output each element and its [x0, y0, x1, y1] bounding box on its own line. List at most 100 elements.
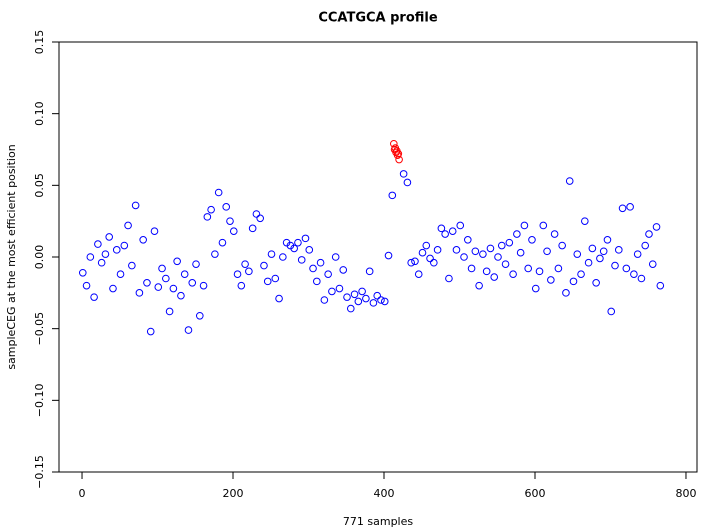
point	[486, 244, 495, 253]
point	[596, 254, 604, 263]
point	[94, 240, 102, 248]
point	[603, 236, 612, 244]
point	[263, 277, 272, 286]
point	[146, 327, 155, 336]
point	[150, 227, 159, 235]
point	[275, 294, 283, 303]
point	[490, 273, 499, 281]
point	[177, 291, 185, 300]
point	[584, 258, 593, 267]
point	[395, 155, 403, 164]
point	[116, 270, 125, 279]
point	[464, 236, 472, 244]
point	[109, 284, 117, 293]
point	[448, 227, 457, 235]
y-axis-label: sampleCEG at the most efficient position	[5, 144, 18, 369]
point	[618, 204, 627, 213]
point	[384, 251, 393, 260]
point	[433, 246, 442, 254]
point	[82, 281, 91, 290]
point	[531, 284, 540, 293]
point	[346, 304, 355, 313]
point	[441, 230, 449, 238]
point	[581, 217, 589, 225]
point	[554, 264, 563, 273]
point	[245, 267, 253, 276]
point	[320, 296, 329, 304]
point	[445, 274, 453, 283]
point	[588, 244, 597, 253]
point	[656, 281, 665, 290]
x-tick-label: 400	[374, 487, 395, 500]
point	[279, 253, 287, 261]
point	[479, 250, 487, 258]
point	[350, 290, 359, 299]
point	[252, 210, 261, 218]
point	[207, 205, 215, 214]
point	[362, 294, 370, 303]
point	[607, 307, 616, 316]
point	[614, 246, 623, 254]
x-axis-label: 771 samples	[343, 515, 413, 528]
point	[226, 217, 234, 225]
point	[139, 236, 147, 244]
point	[324, 270, 332, 279]
point	[290, 244, 298, 253]
point	[471, 247, 480, 256]
point	[97, 258, 106, 267]
point	[547, 276, 555, 284]
point	[520, 221, 529, 230]
point	[271, 274, 280, 283]
point	[256, 214, 264, 223]
point	[180, 270, 189, 279]
point	[611, 261, 619, 270]
point	[426, 254, 434, 263]
plot-box	[58, 41, 698, 473]
point	[562, 289, 570, 297]
point	[460, 253, 468, 261]
point	[90, 293, 98, 301]
point	[494, 253, 502, 261]
point	[339, 266, 348, 274]
point	[162, 274, 170, 283]
point	[622, 264, 631, 273]
point	[120, 241, 129, 250]
point	[165, 307, 174, 316]
point	[101, 250, 110, 258]
point	[267, 250, 276, 258]
point	[505, 238, 514, 247]
point	[403, 178, 412, 187]
point	[328, 287, 336, 296]
point	[641, 241, 650, 250]
point	[248, 224, 257, 233]
point	[380, 297, 389, 306]
point	[222, 203, 231, 211]
point	[158, 264, 166, 273]
point	[516, 248, 525, 257]
point	[237, 281, 246, 290]
point	[195, 311, 204, 320]
point	[399, 170, 408, 178]
point	[565, 177, 574, 185]
point	[214, 188, 223, 197]
point	[430, 258, 438, 267]
point	[550, 230, 559, 238]
point	[422, 241, 431, 250]
y-tick-label: −0.15	[33, 455, 46, 489]
y-tick-label: −0.10	[33, 383, 46, 417]
point	[418, 248, 427, 257]
point	[637, 274, 646, 283]
point	[169, 284, 178, 293]
point	[414, 270, 423, 279]
point	[358, 287, 366, 296]
point	[128, 261, 136, 270]
point	[188, 279, 197, 287]
point	[393, 151, 402, 160]
point	[524, 264, 532, 273]
point	[199, 281, 208, 290]
point	[456, 221, 465, 230]
point	[569, 277, 578, 286]
point	[573, 250, 582, 258]
point	[124, 221, 132, 230]
